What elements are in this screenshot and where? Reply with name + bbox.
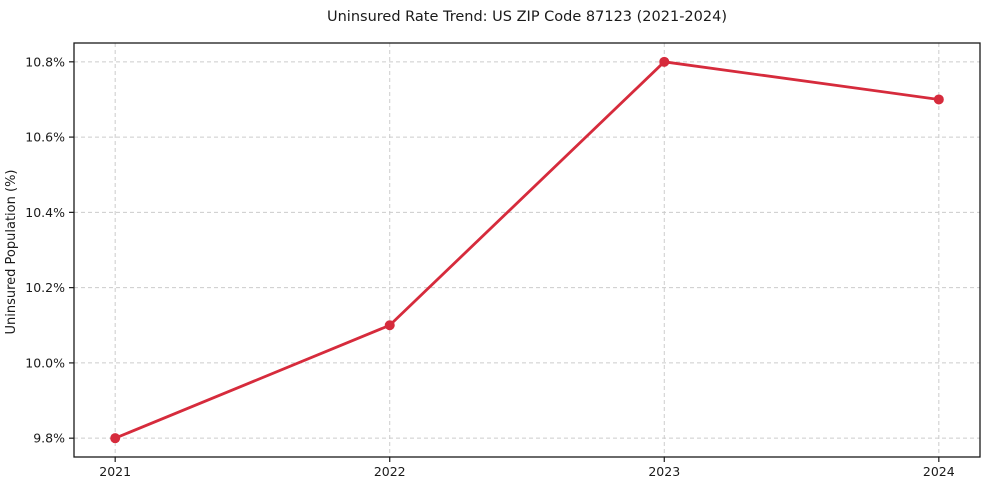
x-tick-label: 2022 — [374, 464, 406, 479]
x-tick-label: 2024 — [923, 464, 955, 479]
axes-layer: 2021 2022 2023 2024 9.8% 10.0% 10.2% 10.4% 10.6%… — [25, 42, 981, 479]
x-tick-label: 2021 — [99, 464, 131, 479]
series-layer — [110, 56, 944, 444]
y-tick-label: 10.6% — [25, 130, 65, 145]
x-tick-label: 2023 — [648, 464, 680, 479]
y-tick-label: 10.2% — [25, 280, 65, 295]
data-point — [110, 433, 121, 444]
y-axis-label: Uninsured Population (%) — [4, 170, 19, 335]
plot-border — [73, 42, 981, 458]
trend-line — [113, 60, 941, 440]
data-point — [659, 56, 670, 67]
y-tick-label: 10.8% — [25, 54, 65, 69]
y-tick-label: 9.8% — [33, 431, 65, 446]
data-point — [384, 320, 395, 331]
data-point — [933, 94, 944, 105]
chart-title: Uninsured Rate Trend: US ZIP Code 87123 … — [327, 9, 727, 25]
grid-layer — [74, 43, 980, 457]
y-tick-label: 10.0% — [25, 355, 65, 370]
y-tick-label: 10.4% — [25, 205, 65, 220]
